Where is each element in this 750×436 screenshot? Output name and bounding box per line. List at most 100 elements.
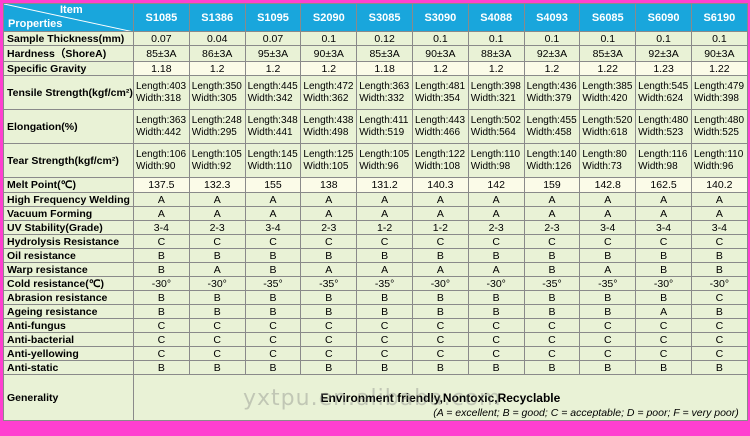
length-value: Length:125 [303, 148, 354, 160]
width-value: Width:525 [693, 126, 739, 138]
value-cell: 1.22 [579, 61, 637, 76]
length-value: Length:140 [526, 148, 577, 160]
value-cell: Length:472 Width:362 [300, 75, 358, 110]
value-cell: A [579, 206, 637, 221]
value-cell: Length:403 Width:318 [133, 75, 190, 110]
value-cell: 1.2 [244, 61, 302, 76]
col-header: S6190 [690, 3, 748, 32]
row-cold: Cold resistance(℃) -30° -30° -35° -35° -35° -3… [3, 276, 748, 291]
value-cell: C [523, 332, 581, 347]
value-cell: B [300, 304, 358, 319]
value-cell: A [133, 192, 190, 207]
value-cell: C [244, 332, 302, 347]
row-label: Hardness（ShoreA) [3, 45, 134, 62]
value-cell: C [411, 332, 469, 347]
value-cell: A [579, 192, 637, 207]
value-cell: C [635, 332, 692, 347]
value-cell: B [635, 262, 692, 277]
value-cell: C [356, 332, 413, 347]
value-cell: C [690, 318, 748, 333]
value-cell: A [523, 192, 581, 207]
value-cell: C [690, 332, 748, 347]
value-cell: 142 [467, 177, 525, 193]
value-cell: 1.22 [690, 61, 748, 76]
value-cell: B [188, 360, 246, 375]
value-cell: B [244, 248, 302, 263]
value-cell: A [467, 192, 525, 207]
value-cell: A [635, 206, 692, 221]
row-label: UV Stability(Grade) [3, 220, 134, 235]
width-value: Width:318 [136, 92, 182, 104]
value-cell: 95±3A [244, 45, 302, 62]
width-value: Width:110 [247, 160, 292, 172]
value-cell: C [133, 346, 190, 361]
length-value: Length:411 [359, 114, 409, 126]
value-cell: A [188, 206, 246, 221]
col-header: S6090 [635, 3, 692, 32]
width-value: Width:321 [470, 92, 516, 104]
value-cell: 0.1 [690, 31, 748, 46]
value-cell: -35° [244, 276, 302, 291]
value-cell: 159 [523, 177, 581, 193]
value-cell: C [356, 234, 413, 249]
value-cell: C [300, 234, 358, 249]
properties-table: Item Properties S1085 S1386 S1095 S2090 … [3, 3, 748, 421]
length-value: Length:479 [693, 80, 745, 92]
value-cell: 0.1 [635, 31, 692, 46]
value-cell: 140.2 [690, 177, 748, 193]
row-antistatic: Anti-static B B B B B B B B B B B [3, 360, 748, 375]
value-cell: A [244, 206, 302, 221]
width-value: Width:98 [470, 160, 511, 172]
value-cell: Length:480 Width:523 [635, 109, 692, 144]
value-cell: 138 [300, 177, 358, 193]
length-value: Length:122 [414, 148, 466, 160]
value-cell: 140.3 [411, 177, 469, 193]
value-cell: C [244, 234, 302, 249]
row-label: Anti-bacterial [3, 332, 134, 347]
value-cell: A [635, 192, 692, 207]
row-vacuum: Vacuum Forming A A A A A A A A A A A [3, 206, 748, 221]
length-value: Length:436 [526, 80, 577, 92]
value-cell: Length:106 Width:90 [133, 143, 190, 178]
row-antibacterial: Anti-bacterial C C C C C C C C C C C [3, 332, 748, 347]
value-cell: C [300, 346, 358, 361]
col-header: S6085 [579, 3, 637, 32]
item-header-label: Item [60, 4, 83, 17]
width-value: Width:624 [638, 92, 684, 104]
value-cell: C [356, 318, 413, 333]
length-value: Length:248 [191, 114, 242, 126]
value-cell: -30° [635, 276, 692, 291]
length-value: Length:480 [693, 114, 745, 126]
value-cell: -35° [579, 276, 637, 291]
length-value: Length:106 [136, 148, 187, 160]
row-melt: Melt Point(℃) 137.5 132.3 155 138 131.2 140.3 1… [3, 177, 748, 193]
length-value: Length:480 [638, 114, 689, 126]
value-cell: Length:545 Width:624 [635, 75, 692, 110]
value-cell: A [356, 192, 413, 207]
value-cell: 3-4 [244, 220, 302, 235]
value-cell: C [411, 234, 469, 249]
value-cell: C [188, 332, 246, 347]
value-cell: B [467, 290, 525, 305]
value-cell: Length:438 Width:498 [300, 109, 358, 144]
value-cell: 85±3A [579, 45, 637, 62]
length-value: Length:348 [247, 114, 298, 126]
width-value: Width:90 [136, 160, 176, 172]
row-antiyellowing: Anti-yellowing C C C C C C C C C C C [3, 346, 748, 361]
value-cell: 3-4 [635, 220, 692, 235]
row-antifungus: Anti-fungus C C C C C C C C C C C [3, 318, 748, 333]
value-cell: Length:363 Width:442 [133, 109, 190, 144]
length-value: Length:502 [470, 114, 521, 126]
length-value: Length:116 [638, 148, 688, 160]
header-corner: Item Properties [3, 3, 134, 32]
length-value: Length:520 [582, 114, 633, 126]
value-cell: C [690, 234, 748, 249]
value-cell: C [523, 234, 581, 249]
value-cell: 0.12 [356, 31, 413, 46]
row-label: Abrasion resistance [3, 290, 134, 305]
value-cell: Length:502 Width:564 [467, 109, 525, 144]
length-value: Length:363 [136, 114, 187, 126]
value-cell: 155 [244, 177, 302, 193]
value-cell: Length:363 Width:332 [356, 75, 413, 110]
generality-text: Environment friendly,Nontoxic,Recyclable [320, 390, 561, 405]
